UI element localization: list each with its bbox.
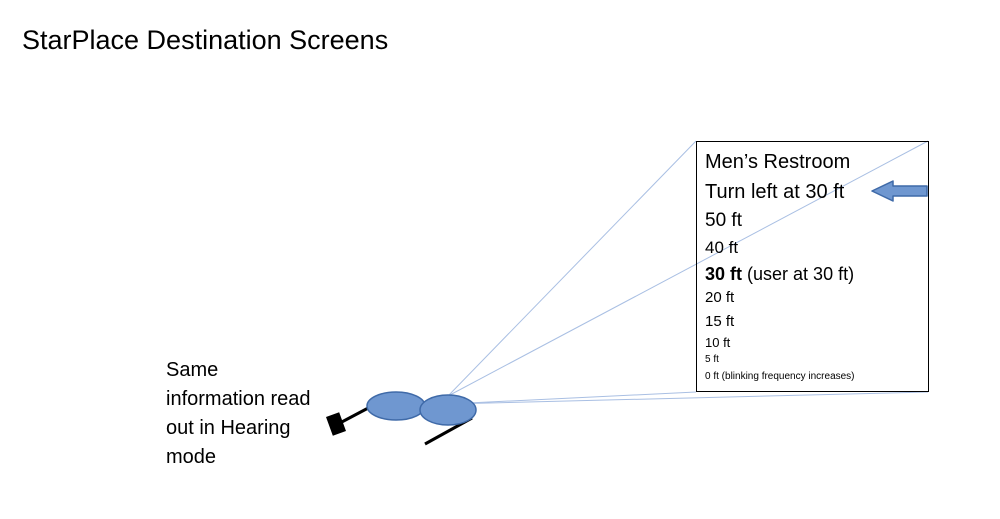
sight-lines (447, 140, 929, 405)
sight-line-top-right (447, 140, 929, 397)
glasses-screen-frame (696, 141, 929, 392)
distance-40: 40 ft (705, 238, 739, 257)
distance-5: 5 ft (705, 354, 719, 365)
distance-30-value: 30 ft (705, 264, 743, 284)
glasses-left-arm (337, 404, 373, 426)
distance-30: 30 ft (user at 30 ft) (705, 265, 854, 283)
distance-0: 0 ft (blinking frequency increases) (705, 371, 855, 382)
distance-10: 10 ft (705, 335, 731, 350)
right-lens (419, 394, 477, 426)
distance-20: 20 ft (705, 289, 735, 306)
sight-line-bottom-left (447, 391, 697, 405)
distance-30-note: (user at 30 ft) (747, 264, 855, 284)
distance-50: 50 ft (705, 210, 742, 231)
slide-title: StarPlace Destination Screens (22, 25, 389, 55)
sight-line-bottom-right (447, 391, 929, 405)
distance-15: 15 ft (705, 313, 735, 330)
smart-glasses-icon (326, 391, 477, 446)
destination-label: Men’s Restroom (705, 151, 851, 173)
left-arrow-icon (871, 180, 928, 202)
left-lens (366, 391, 426, 421)
hearing-mode-note: Same information read out in Hearing mod… (166, 359, 311, 468)
sight-line-top-left (447, 140, 697, 397)
turn-instruction: Turn left at 30 ft (705, 181, 845, 203)
glasses-camera (326, 412, 346, 436)
